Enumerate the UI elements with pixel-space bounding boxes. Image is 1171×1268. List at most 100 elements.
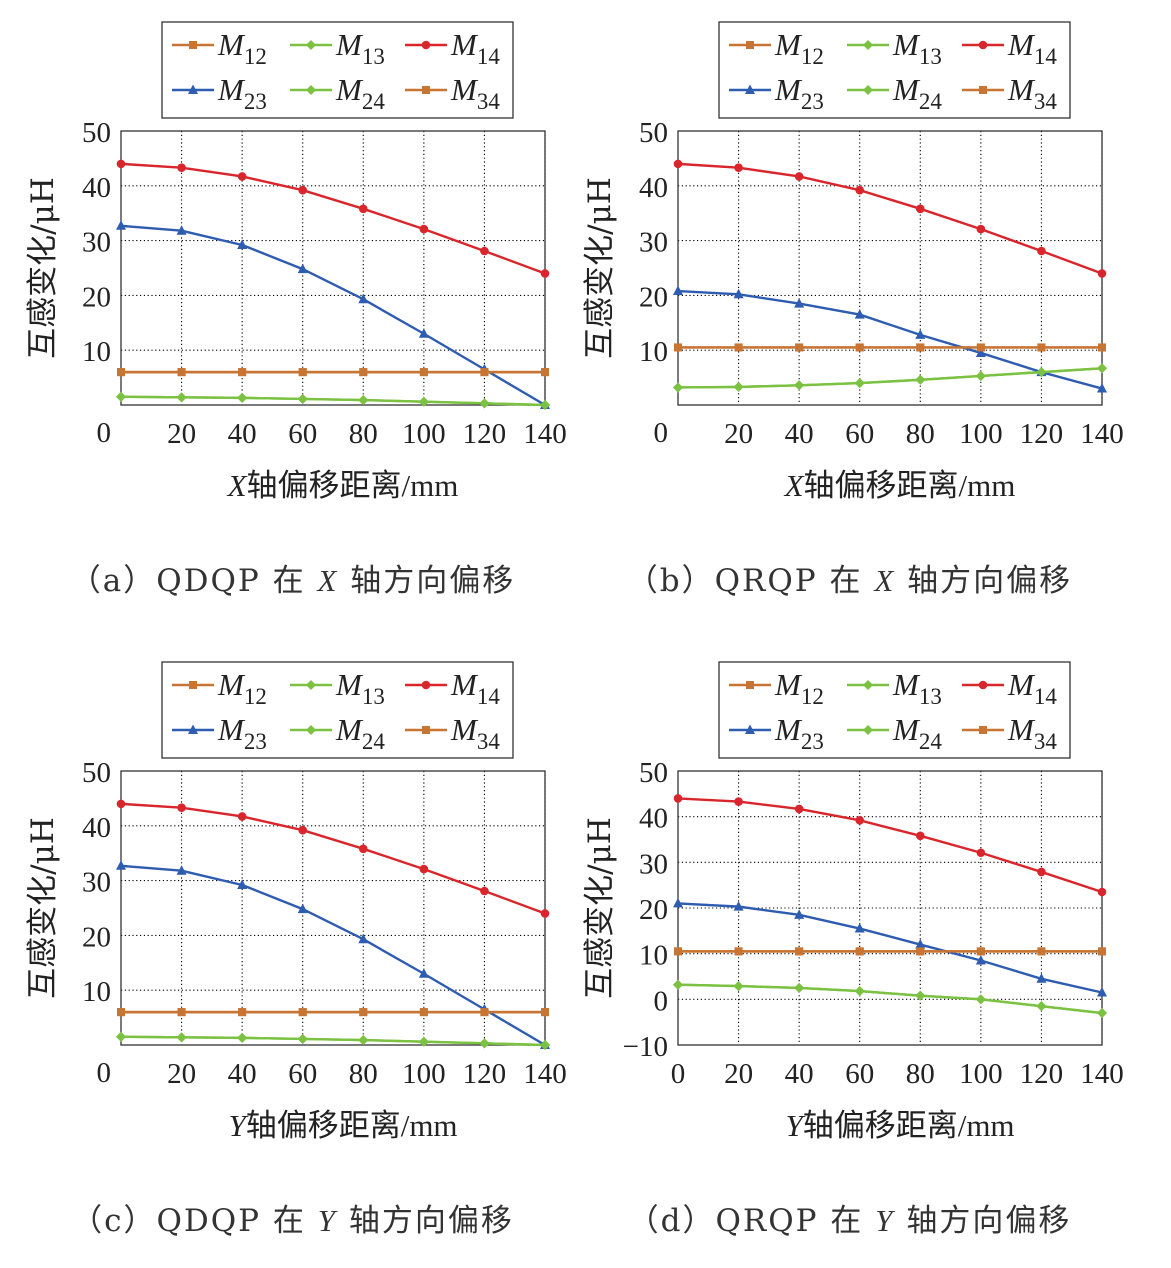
y-tick-label: 20 bbox=[639, 894, 668, 926]
data-point-m24 bbox=[418, 1036, 429, 1047]
data-point-m24 bbox=[673, 979, 683, 990]
caption-b-axis: X bbox=[874, 563, 896, 598]
chart-panel-c: 0 10 20 30 40 50 20 40 60 80 100 120 140 Y轴偏移距离/mm 互感变… bbox=[0, 640, 585, 1268]
y-tick-label: 0 bbox=[97, 1057, 112, 1089]
data-point-m34 bbox=[734, 343, 743, 352]
x-tick-label: 140 bbox=[1080, 418, 1124, 450]
legend-item-m12: M12 bbox=[172, 667, 267, 709]
chart-c-svg: 0 10 20 30 40 50 20 40 60 80 100 120 140 Y轴偏移距离/mm 互感变… bbox=[25, 661, 567, 1143]
legend-swatch-marker bbox=[306, 40, 316, 50]
data-point-m23 bbox=[297, 263, 308, 274]
data-point-m24 bbox=[915, 990, 926, 1001]
data-point-m34 bbox=[298, 368, 307, 377]
legend-swatch-marker bbox=[306, 725, 316, 735]
legend-box bbox=[161, 21, 514, 119]
data-point-m23 bbox=[733, 901, 744, 911]
legend-swatch-marker bbox=[421, 680, 431, 690]
y-tick-label: 40 bbox=[639, 803, 668, 835]
x-axis-variable: Y bbox=[228, 1108, 248, 1143]
legend-label-subscript: 34 bbox=[1034, 729, 1058, 754]
legend-label-base: M bbox=[892, 712, 921, 747]
data-point-m14 bbox=[855, 185, 865, 195]
caption-c: （c）QDQP 在 Y 轴方向偏移 bbox=[0, 1195, 585, 1240]
x-tick-label: 100 bbox=[402, 418, 446, 450]
series-line-m24 bbox=[120, 395, 546, 407]
x-tick-label: 20 bbox=[724, 1058, 753, 1090]
legend-label: M13 bbox=[335, 667, 385, 709]
data-point-m23 bbox=[1097, 986, 1107, 997]
legend-swatch-marker bbox=[979, 86, 987, 94]
y-tick-label: 30 bbox=[639, 227, 668, 259]
y-tick-label: 10 bbox=[82, 336, 111, 368]
legend-label-subscript: 13 bbox=[919, 684, 942, 709]
legend-label: M34 bbox=[1007, 712, 1057, 754]
x-tick-label: 80 bbox=[906, 418, 935, 450]
data-point-m23 bbox=[975, 347, 986, 357]
x-tick-label: 40 bbox=[785, 418, 814, 450]
legend-item-m13: M13 bbox=[290, 27, 385, 69]
legend-item-m12: M12 bbox=[172, 27, 267, 69]
chart-panel-b: 0 10 20 30 40 50 20 40 60 80 100 120 140 X轴偏移距离/mm 互感变… bbox=[557, 0, 1142, 628]
series-m24 bbox=[116, 1031, 550, 1050]
data-point-m23 bbox=[1097, 383, 1107, 393]
data-point-m34 bbox=[117, 368, 125, 377]
caption-d-prefix: （d）QRQP 在 bbox=[627, 1203, 876, 1239]
legend-swatch-marker bbox=[863, 40, 873, 50]
data-point-m23 bbox=[418, 328, 429, 338]
data-point-m23 bbox=[854, 923, 865, 933]
caption-d-axis: Y bbox=[875, 1203, 895, 1238]
legend-label-base: M bbox=[892, 72, 921, 107]
data-point-m14 bbox=[1097, 887, 1107, 897]
x-tick-label: 120 bbox=[463, 1058, 507, 1090]
data-point-m23 bbox=[733, 288, 744, 299]
data-point-m14 bbox=[177, 803, 186, 813]
legend-label-subscript: 13 bbox=[362, 684, 385, 709]
data-point-m34 bbox=[419, 1008, 428, 1017]
legend-item-m23: M23 bbox=[172, 72, 267, 114]
legend-swatch-marker bbox=[745, 724, 755, 734]
legend-label-subscript: 23 bbox=[244, 729, 267, 754]
data-point-m24 bbox=[733, 381, 744, 392]
x-tick-label: 80 bbox=[349, 418, 378, 450]
data-point-m24 bbox=[479, 398, 490, 409]
series-line-m23 bbox=[677, 902, 1103, 994]
data-point-m14 bbox=[177, 163, 186, 173]
series-line-m14 bbox=[120, 802, 546, 915]
legend-label-subscript: 14 bbox=[1034, 44, 1058, 69]
data-point-m14 bbox=[419, 224, 429, 234]
legend-swatch-marker bbox=[979, 726, 987, 734]
legend-swatch-marker bbox=[422, 726, 430, 734]
legend-label: M24 bbox=[892, 712, 942, 754]
legend-swatch-marker bbox=[422, 86, 430, 94]
legend-item-m23: M23 bbox=[729, 712, 824, 754]
legend-label: M34 bbox=[1007, 72, 1057, 114]
y-tick-label: 0 bbox=[654, 417, 669, 449]
x-tick-label: 100 bbox=[402, 1058, 446, 1090]
legend-label-base: M bbox=[217, 72, 246, 107]
data-point-m34 bbox=[177, 368, 186, 377]
legend-label-base: M bbox=[217, 27, 246, 62]
legend-swatch-marker bbox=[188, 724, 198, 734]
legend-label-base: M bbox=[892, 667, 921, 702]
legend-label-subscript: 24 bbox=[362, 729, 386, 754]
data-point-m14 bbox=[915, 204, 925, 214]
x-axis-label-text: 轴偏移距离/mm bbox=[246, 1108, 458, 1143]
legend-item-m34: M34 bbox=[405, 72, 500, 114]
plot-area-frame bbox=[677, 130, 1103, 406]
x-tick-label: 140 bbox=[1080, 1058, 1124, 1090]
data-point-m14 bbox=[237, 172, 247, 181]
x-tick-label: 60 bbox=[845, 418, 874, 450]
data-point-m34 bbox=[238, 1008, 247, 1017]
y-tick-label: 0 bbox=[97, 417, 112, 449]
legend-label-subscript: 12 bbox=[801, 684, 824, 709]
legend-label-subscript: 23 bbox=[801, 729, 824, 754]
x-tick-label: 40 bbox=[228, 1058, 257, 1090]
legend-label-base: M bbox=[892, 27, 921, 62]
y-tick-label: 20 bbox=[82, 281, 111, 313]
legend-item-m14: M14 bbox=[962, 27, 1057, 69]
data-point-m34 bbox=[1098, 947, 1106, 956]
legend-label-base: M bbox=[217, 667, 246, 702]
x-tick-label: 140 bbox=[523, 1058, 567, 1090]
grid-lines bbox=[121, 130, 546, 405]
